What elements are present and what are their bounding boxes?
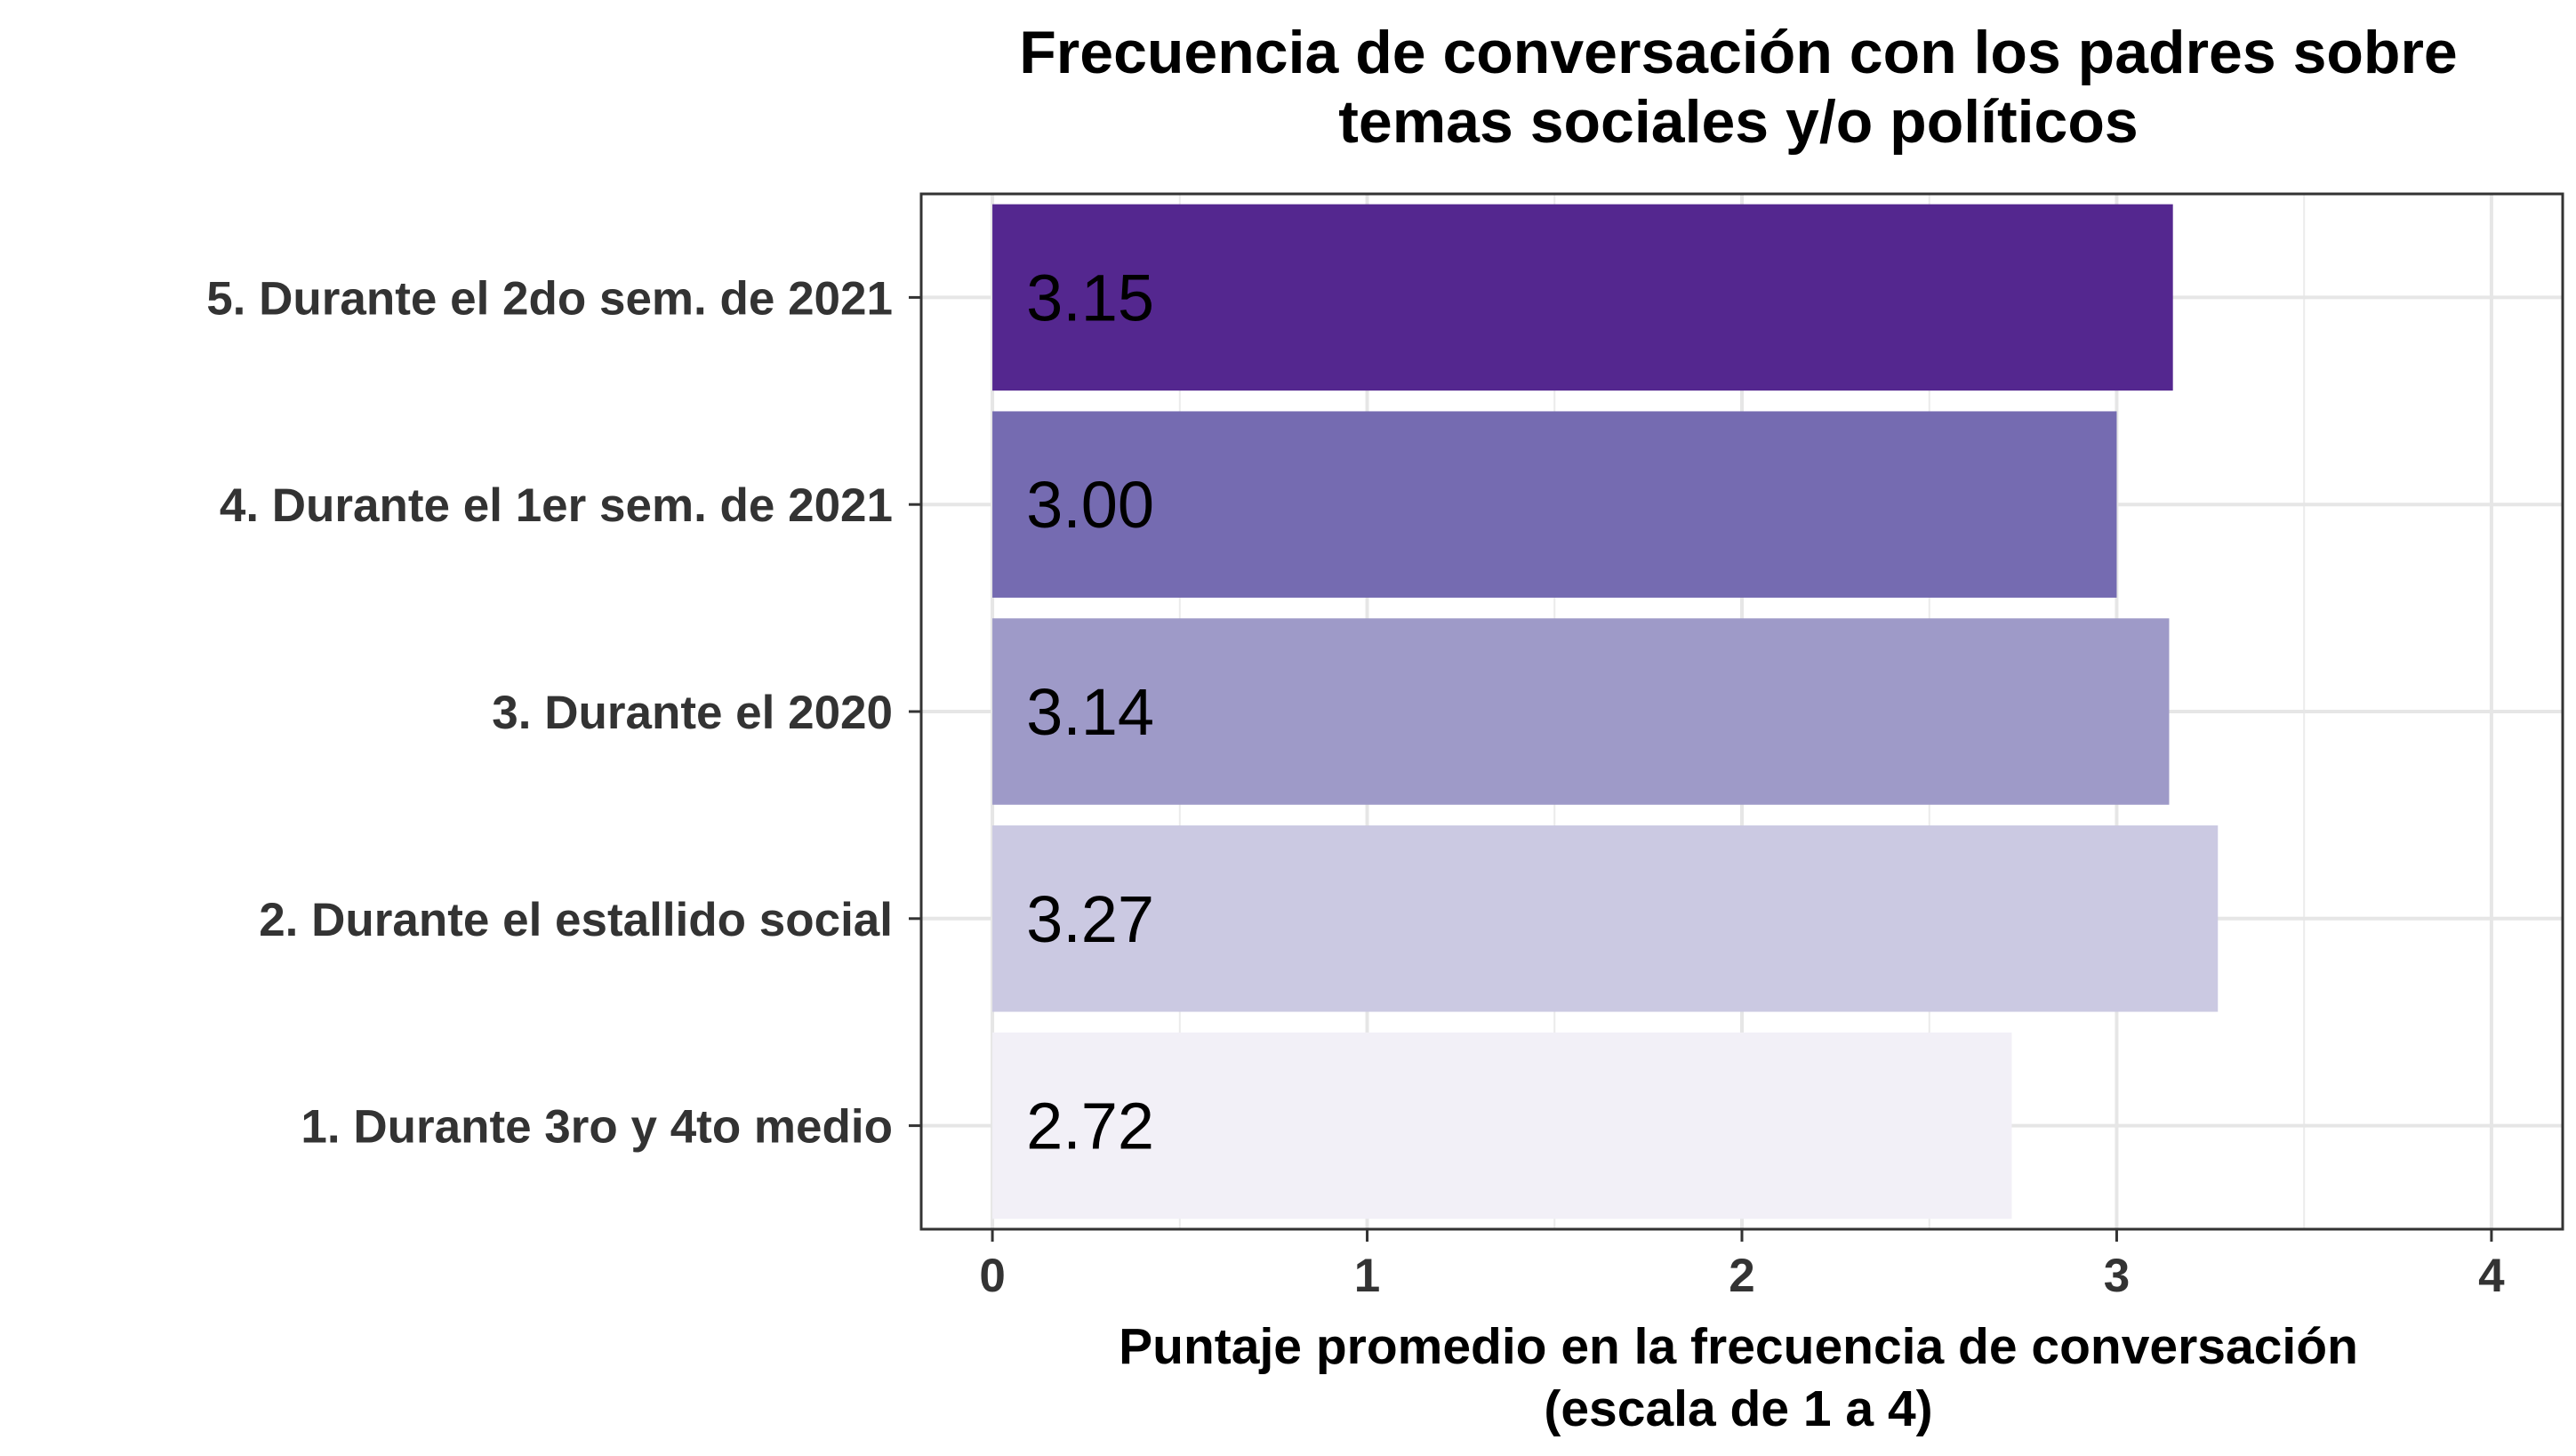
chart-title-line-2: temas sociales y/o políticos <box>1338 88 2138 156</box>
category-label: 4. Durante el 1er sem. de 2021 <box>220 479 893 532</box>
bars <box>992 204 2219 1219</box>
data-labels: 3.15 3.00 3.14 3.27 2.72 <box>1026 261 1154 1162</box>
data-label: 3.14 <box>1026 675 1154 749</box>
x-tick-label: 3 <box>2104 1250 2130 1302</box>
chart-title-line-1: Frecuencia de conversación con los padre… <box>1019 19 2458 86</box>
x-tick-label: 2 <box>1729 1250 1754 1302</box>
bar <box>992 618 2170 805</box>
bar <box>992 1032 2012 1219</box>
data-label: 3.15 <box>1026 261 1154 334</box>
x-axis: 0 1 2 3 4 <box>979 1229 2505 1302</box>
bar <box>992 204 2173 391</box>
category-label: 3. Durante el 2020 <box>492 687 893 739</box>
data-label: 3.27 <box>1026 882 1154 956</box>
data-label: 3.00 <box>1026 468 1154 542</box>
x-axis-title-line-2: (escala de 1 a 4) <box>1544 1380 1932 1437</box>
category-label: 1. Durante 3ro y 4to medio <box>301 1101 893 1154</box>
y-axis: 5. Durante el 2do sem. de 2021 4. Durante… <box>206 272 921 1154</box>
bar <box>992 411 2117 598</box>
x-tick-label: 1 <box>1354 1250 1380 1302</box>
x-tick-label: 0 <box>979 1250 1005 1302</box>
x-tick-label: 4 <box>2478 1250 2505 1302</box>
data-label: 2.72 <box>1026 1090 1154 1163</box>
category-label: 5. Durante el 2do sem. de 2021 <box>206 272 893 325</box>
category-label: 2. Durante el estallido social <box>259 894 893 946</box>
bar <box>992 825 2219 1012</box>
x-axis-title-line-1: Puntaje promedio en la frecuencia de con… <box>1119 1318 2358 1375</box>
